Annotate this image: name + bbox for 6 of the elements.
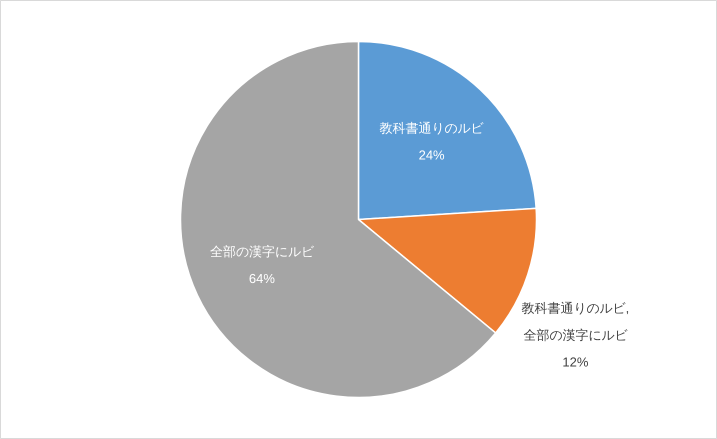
data-label: 12%: [562, 354, 589, 370]
data-label: 24%: [418, 148, 446, 163]
data-label: 64%: [248, 270, 276, 286]
slice-label: 教科書通りのルビ: [380, 120, 485, 136]
slice-label: 全部の漢字にルビ: [210, 244, 315, 259]
slice-label: 教科書通りのルビ, 全部の漢字にルビ: [522, 300, 630, 342]
